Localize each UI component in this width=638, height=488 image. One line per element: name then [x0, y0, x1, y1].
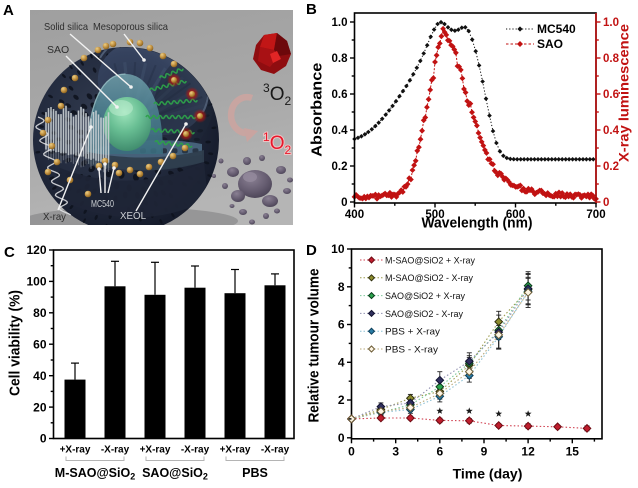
svg-text:M-SAO@SiO2 - X-ray: M-SAO@SiO2 - X-ray: [385, 273, 473, 284]
svg-text:MC540: MC540: [537, 22, 576, 36]
svg-text:0.4: 0.4: [332, 125, 349, 137]
svg-text:80: 80: [33, 306, 47, 320]
svg-text:9: 9: [481, 444, 488, 458]
svg-text:40: 40: [33, 369, 47, 383]
svg-text:-X-ray: -X-ray: [261, 445, 290, 456]
svg-text:0: 0: [348, 444, 355, 458]
svg-text:X-ray luminescence: X-ray luminescence: [616, 24, 632, 162]
svg-text:0: 0: [603, 197, 609, 209]
svg-text:X-ray: X-ray: [43, 211, 67, 223]
svg-text:Time (day): Time (day): [453, 466, 523, 482]
svg-text:SAO: SAO: [537, 37, 563, 51]
svg-text:-X-ray: -X-ray: [101, 445, 130, 456]
svg-text:XEOL: XEOL: [120, 210, 146, 222]
svg-text:8: 8: [338, 280, 345, 294]
svg-text:MC540: MC540: [91, 198, 114, 210]
svg-text:6: 6: [436, 444, 443, 458]
svg-text:0.8: 0.8: [603, 53, 620, 65]
svg-text:SAO@SiO2: SAO@SiO2: [142, 466, 208, 482]
svg-text:Wavelength (nm): Wavelength (nm): [422, 215, 533, 232]
svg-text:20: 20: [33, 400, 47, 414]
svg-text:0.4: 0.4: [603, 125, 620, 137]
svg-text:10: 10: [331, 242, 345, 256]
svg-text:0.6: 0.6: [603, 89, 619, 101]
svg-text:0: 0: [341, 197, 347, 209]
svg-text:B: B: [306, 1, 317, 18]
svg-text:3O2: 3O2: [263, 81, 291, 108]
svg-text:Absorbance: Absorbance: [309, 63, 326, 157]
svg-text:3: 3: [392, 444, 399, 458]
svg-text:100: 100: [26, 275, 46, 289]
svg-text:6: 6: [338, 318, 345, 332]
svg-text:M-SAO@SiO2: M-SAO@SiO2: [55, 466, 135, 482]
svg-text:PBS + X-ray: PBS + X-ray: [385, 327, 440, 338]
svg-text:SAO: SAO: [47, 44, 69, 56]
svg-text:PBS: PBS: [242, 466, 268, 480]
svg-text:Cell viability (%): Cell viability (%): [7, 290, 24, 396]
svg-text:0.2: 0.2: [332, 161, 348, 173]
svg-text:Mesoporous silica: Mesoporous silica: [93, 21, 168, 33]
svg-text:1.0: 1.0: [332, 17, 348, 29]
svg-text:400: 400: [345, 209, 364, 221]
svg-text:600: 600: [506, 209, 525, 221]
svg-text:M-SAO@SiO2 + X-ray: M-SAO@SiO2 + X-ray: [385, 255, 475, 266]
svg-text:-X-ray: -X-ray: [181, 445, 210, 456]
svg-text:PBS - X-ray: PBS - X-ray: [385, 344, 438, 355]
svg-text:0.6: 0.6: [332, 89, 348, 101]
svg-text:Solid silica: Solid silica: [44, 21, 88, 33]
svg-text:0: 0: [40, 432, 47, 446]
svg-text:700: 700: [586, 209, 605, 221]
svg-text:+X-ray: +X-ray: [60, 445, 91, 456]
svg-text:D: D: [306, 242, 317, 259]
svg-text:+X-ray: +X-ray: [220, 445, 251, 456]
svg-text:+X-ray: +X-ray: [140, 445, 171, 456]
svg-text:4: 4: [338, 356, 345, 370]
svg-text:A: A: [3, 2, 14, 19]
svg-text:120: 120: [26, 243, 46, 257]
svg-text:15: 15: [566, 444, 580, 458]
svg-text:12: 12: [521, 444, 535, 458]
svg-text:C: C: [4, 244, 15, 261]
svg-text:60: 60: [33, 337, 47, 351]
svg-text:0: 0: [338, 431, 345, 445]
svg-text:1.0: 1.0: [603, 17, 619, 29]
svg-text:0.8: 0.8: [332, 53, 349, 65]
svg-text:Relative tumour volume: Relative tumour volume: [306, 269, 323, 423]
svg-text:1O2: 1O2: [263, 130, 291, 157]
svg-text:500: 500: [425, 209, 444, 221]
svg-text:SAO@SiO2 - X-ray: SAO@SiO2 - X-ray: [385, 309, 463, 320]
svg-text:SAO@SiO2 + X-ray: SAO@SiO2 + X-ray: [385, 291, 465, 302]
svg-text:2: 2: [338, 393, 345, 407]
svg-text:0.2: 0.2: [603, 161, 619, 173]
